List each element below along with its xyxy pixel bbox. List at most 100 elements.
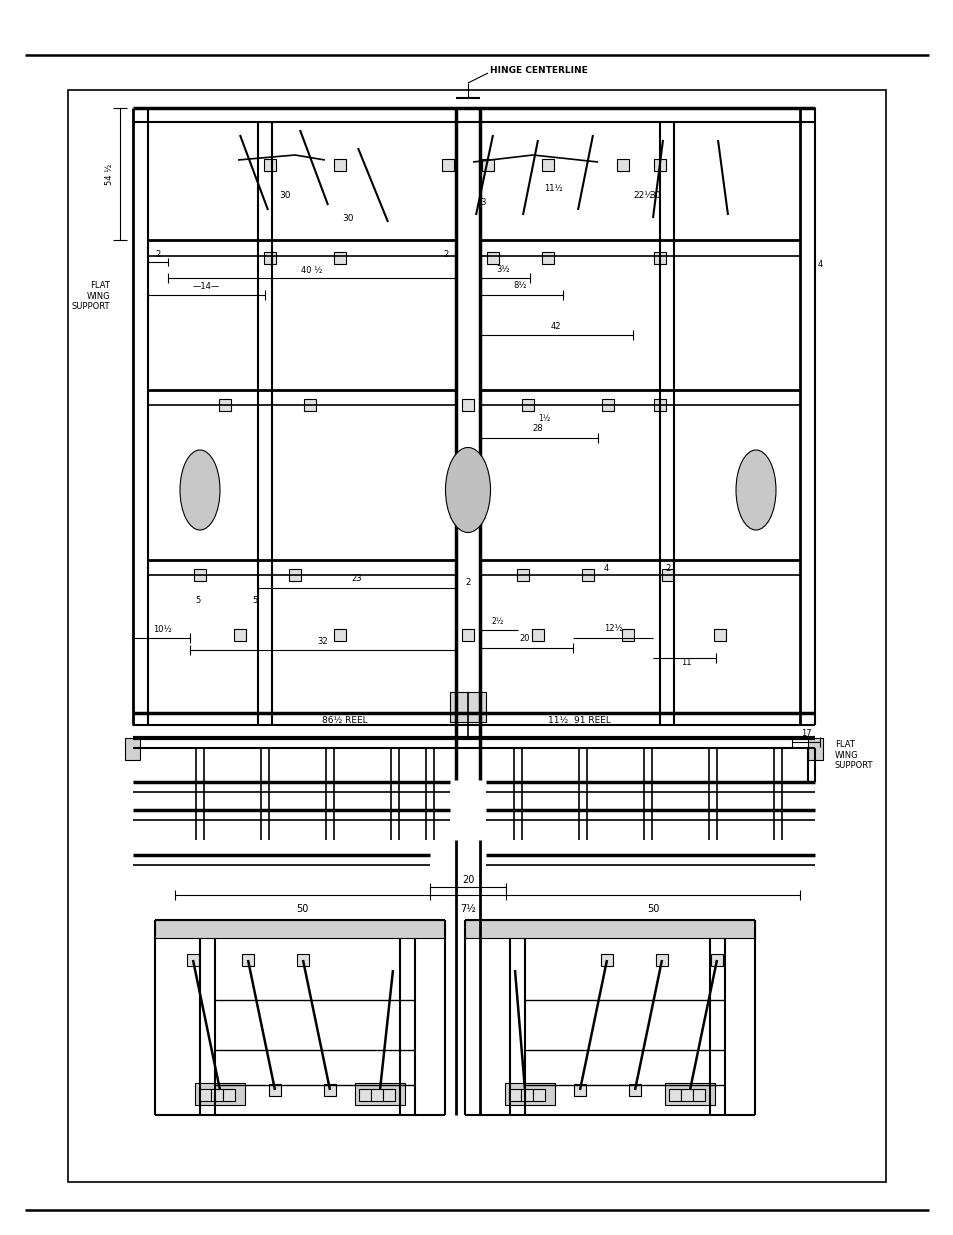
- Bar: [621, 629, 634, 641]
- Bar: [334, 629, 346, 641]
- Bar: [199, 1089, 211, 1100]
- Bar: [661, 569, 673, 580]
- Text: 4: 4: [817, 259, 821, 268]
- Bar: [264, 159, 275, 170]
- Bar: [509, 1089, 520, 1100]
- Bar: [654, 399, 665, 411]
- Text: 11½: 11½: [543, 184, 561, 193]
- Bar: [461, 399, 474, 411]
- Text: 2: 2: [465, 578, 470, 587]
- Bar: [264, 252, 275, 264]
- Bar: [541, 159, 554, 170]
- Text: 4: 4: [602, 563, 608, 573]
- Text: 2: 2: [155, 249, 160, 258]
- Ellipse shape: [445, 447, 490, 532]
- Ellipse shape: [180, 450, 220, 530]
- Bar: [533, 1089, 544, 1100]
- Text: FLAT
WING
SUPPORT: FLAT WING SUPPORT: [71, 282, 110, 311]
- Text: 50: 50: [646, 904, 659, 914]
- Bar: [334, 159, 346, 170]
- Text: 17: 17: [800, 729, 810, 737]
- Text: 12½: 12½: [603, 624, 621, 632]
- Text: 3: 3: [479, 198, 485, 206]
- Text: 10½: 10½: [152, 625, 172, 634]
- Text: 32: 32: [317, 636, 328, 646]
- Bar: [807, 739, 822, 760]
- Bar: [233, 629, 246, 641]
- Bar: [664, 1083, 714, 1105]
- Text: 20: 20: [461, 876, 474, 885]
- Bar: [541, 252, 554, 264]
- Bar: [324, 1084, 335, 1095]
- Bar: [334, 252, 346, 264]
- Bar: [521, 399, 534, 411]
- Text: 5: 5: [253, 595, 257, 604]
- Bar: [668, 1089, 680, 1100]
- Bar: [450, 692, 485, 722]
- Text: 8½: 8½: [513, 280, 526, 289]
- Text: 23: 23: [352, 573, 362, 583]
- Bar: [219, 399, 231, 411]
- Bar: [617, 159, 628, 170]
- Bar: [710, 953, 722, 966]
- Bar: [692, 1089, 704, 1100]
- Bar: [486, 252, 498, 264]
- Ellipse shape: [735, 450, 775, 530]
- Text: FLAT
WING
SUPPORT: FLAT WING SUPPORT: [834, 740, 873, 769]
- Bar: [683, 1084, 696, 1095]
- Bar: [574, 1084, 585, 1095]
- Text: 30: 30: [649, 190, 660, 200]
- Text: 11: 11: [680, 657, 691, 667]
- Bar: [601, 399, 614, 411]
- Text: —14—: —14—: [193, 282, 219, 290]
- Text: 22½: 22½: [633, 190, 652, 200]
- Text: 3½: 3½: [496, 264, 509, 273]
- Text: 42: 42: [550, 321, 560, 331]
- Bar: [441, 159, 454, 170]
- Bar: [382, 1089, 395, 1100]
- Bar: [194, 1083, 245, 1105]
- Bar: [654, 252, 665, 264]
- Bar: [269, 1084, 281, 1095]
- Bar: [304, 399, 315, 411]
- Text: 30: 30: [342, 214, 354, 222]
- Bar: [464, 920, 754, 939]
- Bar: [481, 159, 494, 170]
- Text: 2½: 2½: [492, 616, 503, 625]
- Bar: [355, 1083, 405, 1105]
- Text: 40 ½: 40 ½: [301, 266, 322, 274]
- Bar: [654, 159, 665, 170]
- Bar: [211, 1089, 223, 1100]
- Bar: [600, 953, 613, 966]
- Text: 28: 28: [532, 424, 543, 432]
- Text: 2: 2: [443, 249, 448, 258]
- Text: 1½: 1½: [537, 414, 550, 422]
- Text: 5: 5: [195, 595, 200, 604]
- Text: 2: 2: [664, 563, 670, 573]
- Text: 7½: 7½: [459, 904, 476, 914]
- Bar: [193, 569, 206, 580]
- Text: 11½  91 REEL: 11½ 91 REEL: [547, 715, 610, 725]
- Bar: [187, 953, 199, 966]
- Bar: [242, 953, 253, 966]
- Bar: [154, 920, 444, 939]
- Bar: [713, 629, 725, 641]
- Bar: [628, 1084, 640, 1095]
- Bar: [125, 739, 140, 760]
- Text: HINGE CENTERLINE: HINGE CENTERLINE: [490, 65, 587, 74]
- Bar: [289, 569, 301, 580]
- Text: 30: 30: [279, 190, 291, 200]
- Bar: [358, 1089, 371, 1100]
- Bar: [680, 1089, 692, 1100]
- Bar: [532, 629, 543, 641]
- Bar: [68, 90, 885, 1182]
- Text: 86½ REEL: 86½ REEL: [322, 715, 368, 725]
- Bar: [656, 953, 667, 966]
- Bar: [520, 1089, 533, 1100]
- Text: 54 ½: 54 ½: [106, 163, 114, 184]
- Bar: [296, 953, 309, 966]
- Text: 20: 20: [519, 634, 530, 642]
- Bar: [371, 1089, 382, 1100]
- Bar: [517, 569, 529, 580]
- Bar: [504, 1083, 555, 1105]
